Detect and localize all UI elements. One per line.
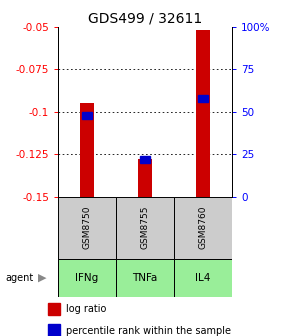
Text: ▶: ▶ (38, 273, 46, 283)
Bar (140, 156, 150, 163)
Text: GSM8755: GSM8755 (140, 206, 150, 249)
Bar (58, 259, 116, 297)
Bar (48, 325, 60, 336)
Bar (116, 259, 174, 297)
Bar (80, 103, 94, 197)
Bar (82, 112, 92, 119)
Bar (198, 95, 208, 101)
Text: log ratio: log ratio (66, 304, 106, 314)
Text: percentile rank within the sample: percentile rank within the sample (66, 326, 231, 336)
Text: IFNg: IFNg (75, 273, 99, 283)
Text: IL4: IL4 (195, 273, 211, 283)
Text: TNFa: TNFa (132, 273, 158, 283)
Title: GDS499 / 32611: GDS499 / 32611 (88, 12, 202, 26)
Bar (58, 197, 116, 259)
Bar (48, 303, 60, 315)
Bar (138, 159, 152, 197)
Bar (116, 197, 174, 259)
Bar (174, 197, 232, 259)
Text: agent: agent (6, 273, 34, 283)
Bar (174, 259, 232, 297)
Text: GSM8760: GSM8760 (198, 206, 208, 249)
Text: GSM8750: GSM8750 (82, 206, 92, 249)
Bar (196, 30, 210, 197)
